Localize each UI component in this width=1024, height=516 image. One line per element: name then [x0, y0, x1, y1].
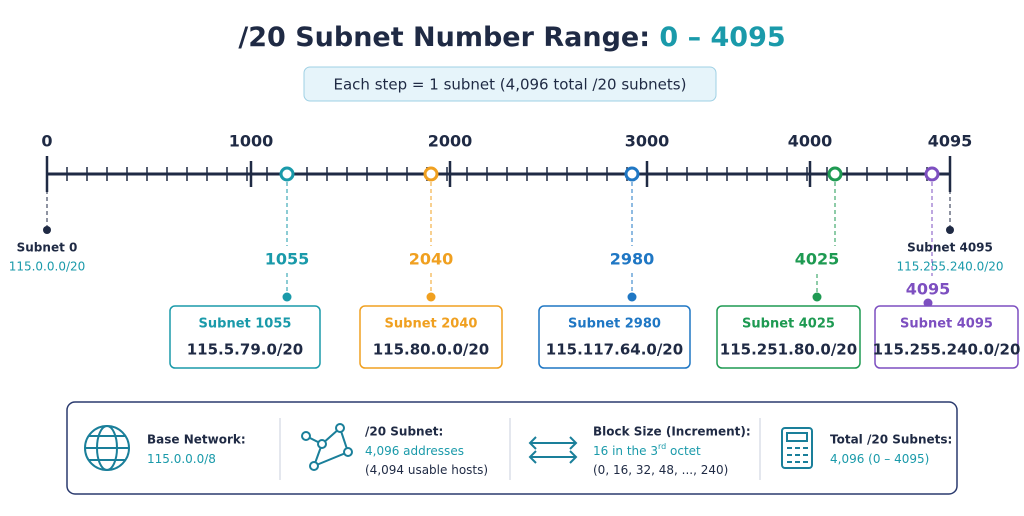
- info-line: 4,096 addresses: [365, 444, 464, 458]
- subnet-name: Subnet 4025: [742, 317, 835, 332]
- subtitle-box: [303, 66, 717, 102]
- info-text: octet: [666, 444, 701, 458]
- info-label: Total /20 Subnets:: [830, 433, 952, 447]
- subnet-box: [716, 305, 861, 369]
- info-line: 16 in the 3rd octet: [593, 442, 701, 458]
- marker-value: 4095: [906, 280, 951, 299]
- dot: [282, 292, 292, 302]
- subnet-box: [359, 305, 503, 369]
- marker: [624, 166, 640, 182]
- title: /20 Subnet Number Range: 0 – 4095: [238, 22, 785, 53]
- marker: [827, 166, 843, 182]
- info-text: 4,096 (0 – 4095): [830, 452, 929, 466]
- endpoint-network: 115.0.0.0/20: [9, 260, 86, 274]
- info-text: (0, 16, 32, 48, ..., 240): [593, 463, 728, 477]
- endpoint-name: Subnet 0: [17, 241, 78, 255]
- subnet-box: [874, 305, 1019, 369]
- calculator-icon: [781, 427, 813, 469]
- subnet-name: Subnet 4095: [900, 317, 993, 332]
- info-line: (0, 16, 32, 48, ..., 240): [593, 463, 728, 477]
- marker: [924, 166, 940, 182]
- subnet-network: 115.255.240.0/20: [873, 341, 1021, 359]
- subnet-box: [169, 305, 321, 369]
- info-label: Block Size (Increment):: [593, 425, 751, 439]
- info-label: /20 Subnet:: [365, 425, 443, 439]
- marker-value: 2040: [409, 250, 454, 269]
- subnet-box: [538, 305, 691, 369]
- title-range: 0 – 4095: [659, 22, 785, 53]
- subnet-network: 115.117.64.0/20: [546, 341, 683, 359]
- marker: [279, 166, 295, 182]
- tick-label: 1000: [229, 132, 274, 151]
- tick-label: 4000: [788, 132, 833, 151]
- dot: [426, 292, 436, 302]
- subtitle: Each step = 1 subnet (4,096 total /20 su…: [334, 76, 687, 94]
- info-text: (4,094 usable hosts): [365, 463, 488, 477]
- network-icon: [301, 423, 353, 471]
- info-text: 16 in the 3: [593, 444, 658, 458]
- marker-value: 2980: [610, 250, 655, 269]
- marker-value: 1055: [265, 250, 310, 269]
- subnet-name: Subnet 2980: [568, 317, 661, 332]
- dot: [812, 292, 822, 302]
- tick-label: 4095: [928, 132, 973, 151]
- subnet-name: Subnet 1055: [199, 317, 292, 332]
- tick-label: 0: [41, 132, 52, 151]
- info-text: 4,096 addresses: [365, 444, 464, 458]
- arrows-icon: [528, 436, 578, 464]
- dot: [946, 226, 954, 234]
- endpoint-name: Subnet 4095: [907, 241, 993, 255]
- tick-label: 3000: [625, 132, 670, 151]
- subnet-network: 115.251.80.0/20: [720, 341, 857, 359]
- info-panel: [66, 401, 958, 495]
- info-label: Base Network:: [147, 433, 246, 447]
- subnet-name: Subnet 2040: [385, 317, 478, 332]
- subnet-network: 115.5.79.0/20: [187, 341, 304, 359]
- endpoint-network: 115.255.240.0/20: [896, 260, 1003, 274]
- globe-icon: [84, 425, 130, 471]
- title-main: /20 Subnet Number Range:: [238, 22, 659, 53]
- subnet-network: 115.80.0.0/20: [373, 341, 490, 359]
- info-text: 115.0.0.0/8: [147, 452, 216, 466]
- tick-label: 2000: [428, 132, 473, 151]
- info-line: 4,096 (0 – 4095): [830, 452, 929, 466]
- dot: [43, 226, 51, 234]
- info-line: (4,094 usable hosts): [365, 463, 488, 477]
- superscript: rd: [658, 442, 666, 451]
- dot: [627, 292, 637, 302]
- marker: [423, 166, 439, 182]
- info-line: 115.0.0.0/8: [147, 452, 216, 466]
- marker-value: 4025: [795, 250, 840, 269]
